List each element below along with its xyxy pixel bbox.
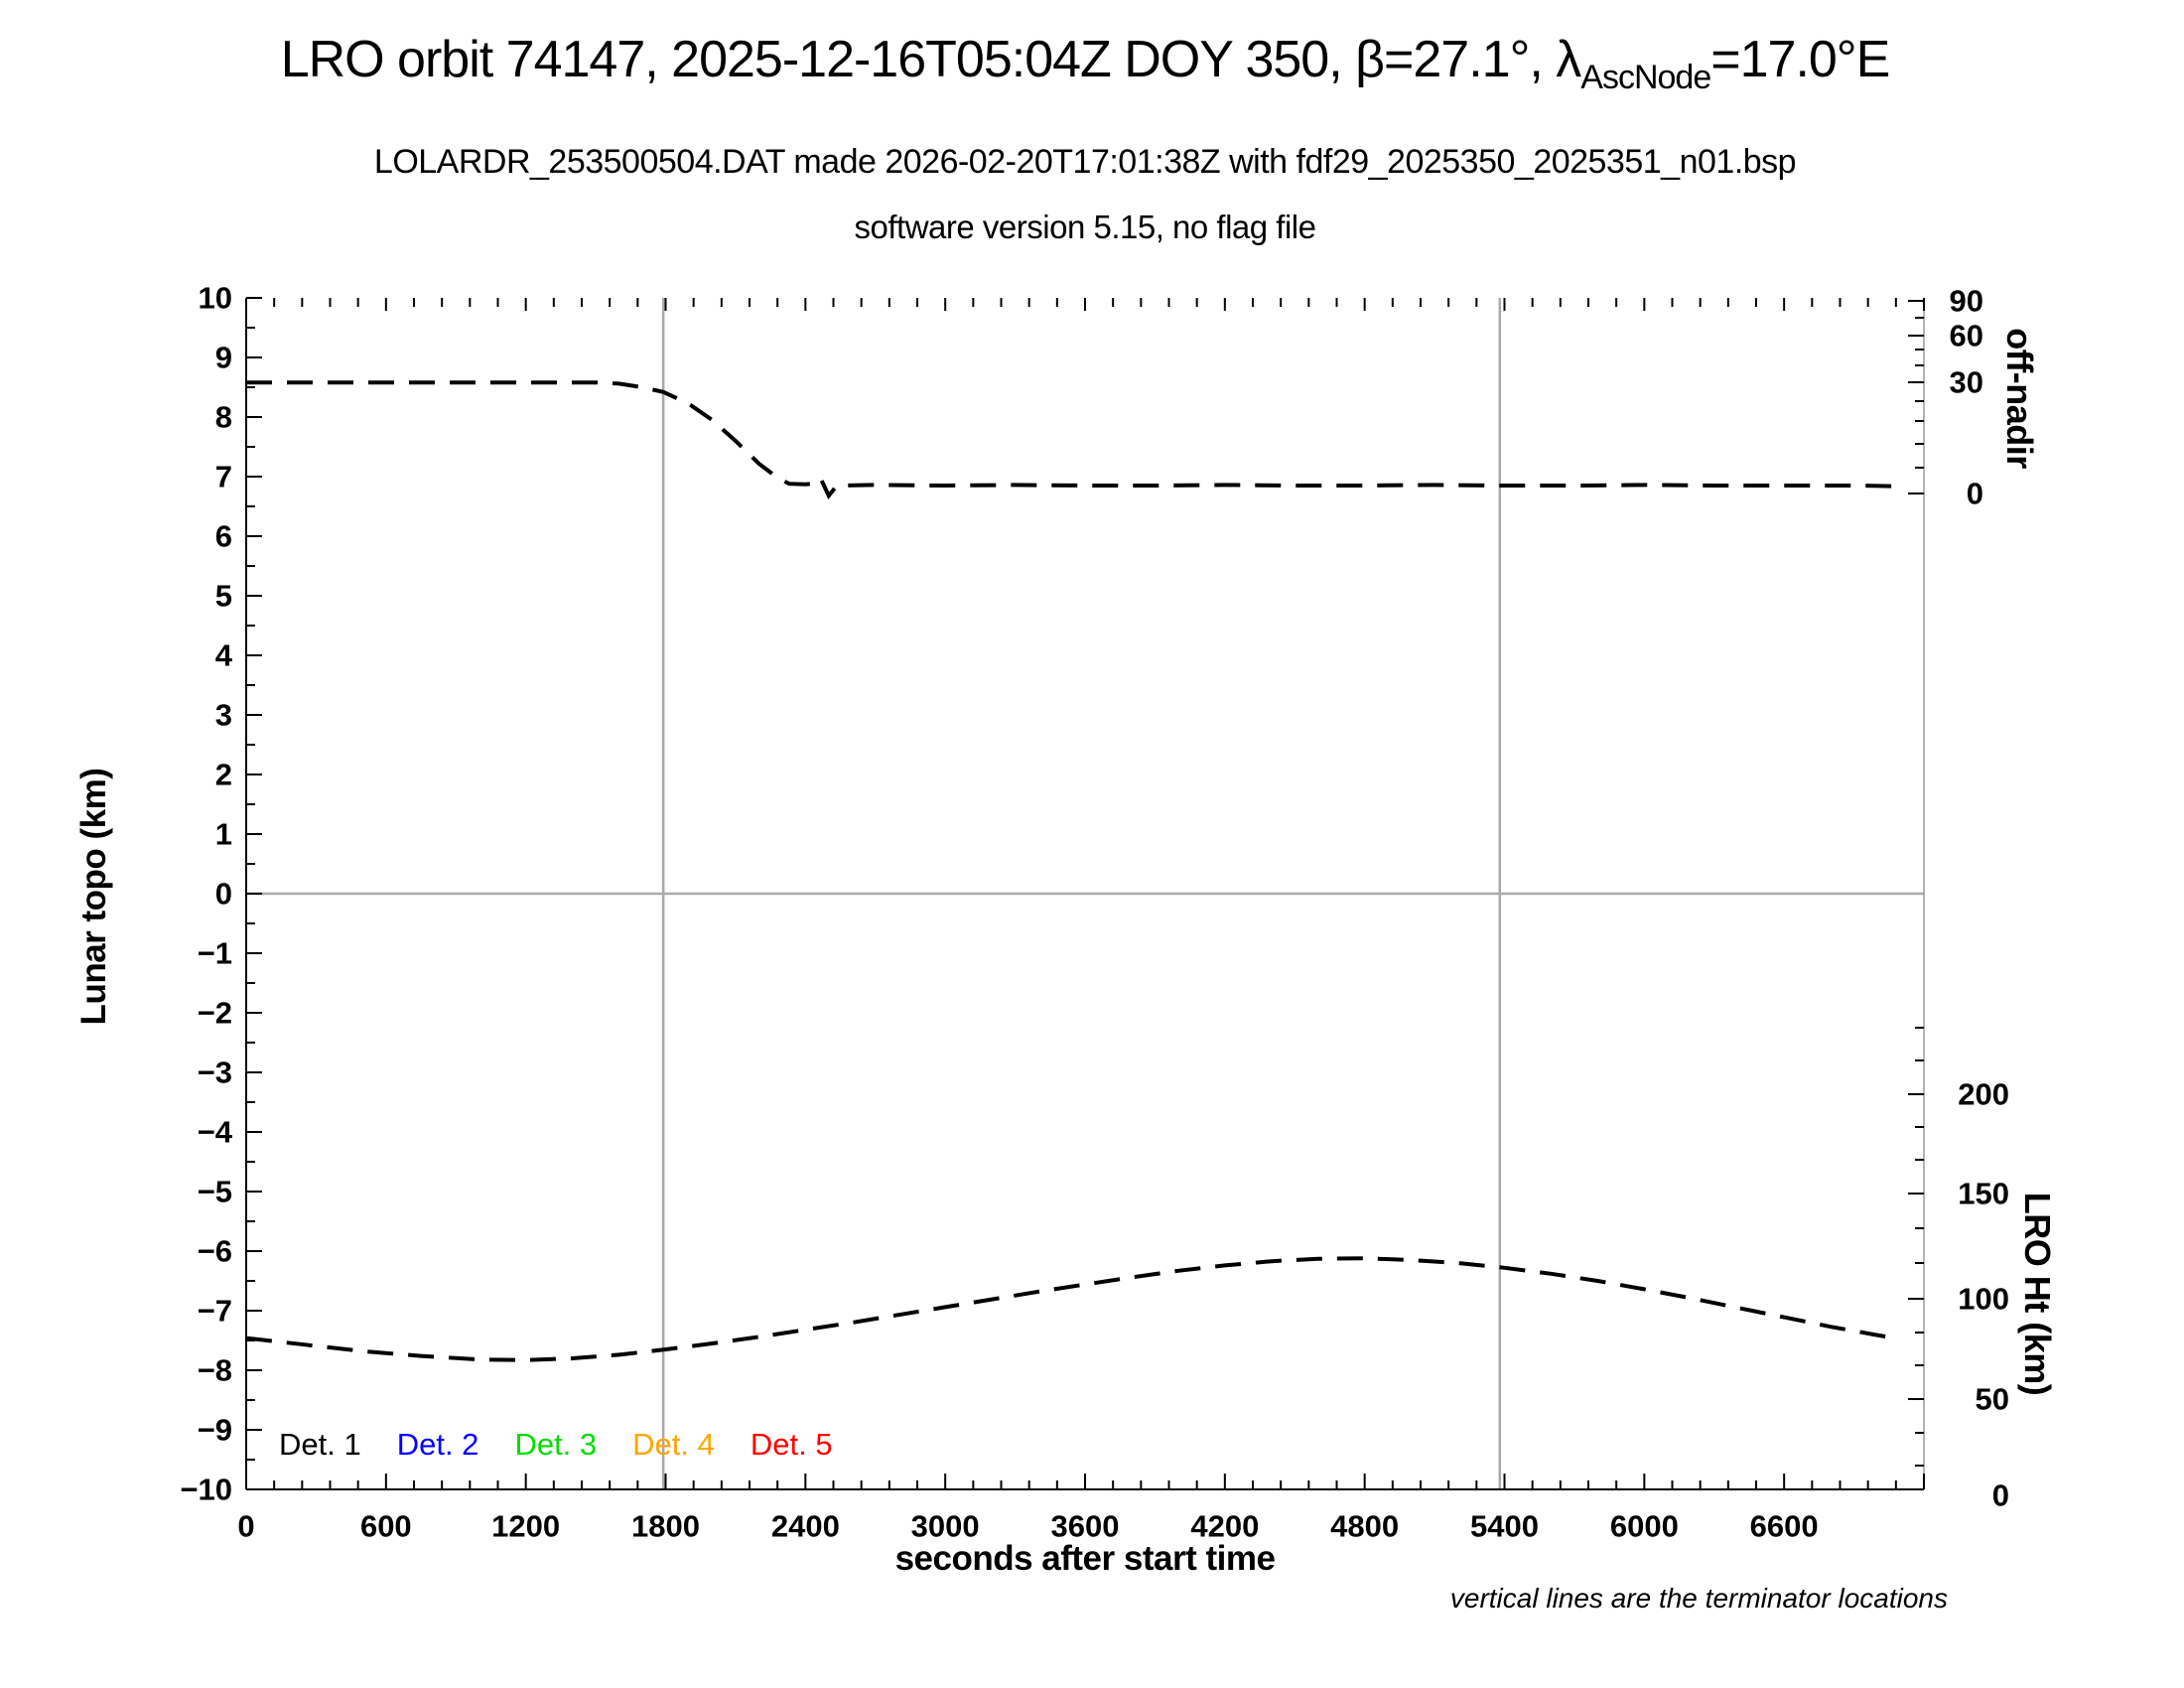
off-nadir-axis-title: off-nadir: [1999, 328, 2040, 469]
x-tick-label: 3000: [911, 1509, 980, 1544]
offnadir-tick-label: 60: [1950, 319, 1983, 353]
topo-tick-label: 1: [215, 817, 232, 852]
lro-height-axis-title: LRO Ht (km): [2017, 1192, 2058, 1396]
legend-entry: Det. 3: [514, 1427, 598, 1462]
x-tick-label: 1200: [491, 1509, 560, 1544]
page-title: LRO orbit 74147, 2025-12-16T05:04Z DOY 3…: [0, 30, 2170, 97]
x-tick-label: 6600: [1750, 1509, 1819, 1544]
x-tick-label: 4200: [1190, 1509, 1259, 1544]
lroht-tick-label: 100: [1958, 1282, 2009, 1317]
topo-tick-label: 5: [215, 579, 232, 614]
x-tick-label: 0: [237, 1509, 254, 1544]
topo-tick-label: −8: [198, 1353, 232, 1388]
terminator-note: vertical lines are the terminator locati…: [1449, 1583, 1948, 1614]
lroht-tick-label: 50: [1976, 1382, 2009, 1417]
topo-tick-label: −5: [198, 1175, 232, 1209]
offnadir-tick-label: 30: [1950, 365, 1983, 400]
topo-tick-label: 10: [199, 281, 232, 316]
detector-legend: Det. 1 Det. 2 Det. 3 Det. 4 Det. 5: [279, 1427, 833, 1463]
legend-entry: Det. 4: [632, 1427, 715, 1462]
software-version-line: software version 5.15, no flag file: [854, 209, 1316, 245]
topo-tick-label: 4: [215, 638, 233, 673]
title-text-pre: LRO orbit 74147, 2025-12-16T05:04Z DOY 3…: [280, 31, 1582, 88]
lroht-tick-label: 150: [1958, 1177, 2009, 1211]
offnadir-tick-label: 0: [1967, 477, 1983, 511]
x-tick-label: 4800: [1330, 1509, 1399, 1544]
title-text-post: =17.0°E: [1710, 31, 1890, 88]
topo-tick-label: 6: [215, 519, 232, 554]
x-tick-label: 6000: [1610, 1509, 1679, 1544]
legend-entry: Det. 5: [750, 1427, 833, 1462]
topo-tick-label: −2: [198, 996, 232, 1031]
x-axis-title: seconds after start time: [894, 1539, 1276, 1578]
legend-entry: Det. 1: [279, 1427, 361, 1462]
topo-tick-label: −10: [180, 1473, 232, 1507]
left-axis-title: Lunar topo (km): [74, 768, 113, 1026]
file-subtitle: LOLARDR_253500504.DAT made 2026-02-20T17…: [373, 143, 1797, 181]
topo-tick-label: 3: [215, 698, 232, 733]
topo-tick-label: 9: [215, 341, 232, 375]
topo-tick-label: −1: [198, 936, 232, 971]
lro-height-curve: [245, 1256, 1892, 1362]
topo-tick-label: −3: [198, 1055, 232, 1090]
topo-tick-label: −6: [198, 1234, 232, 1269]
topo-tick-label: 7: [215, 460, 232, 494]
offnadir-tick-label: 90: [1950, 284, 1983, 319]
lroht-tick-label: 0: [1992, 1478, 2009, 1513]
topo-tick-label: −7: [198, 1294, 232, 1329]
topo-tick-label: 0: [215, 877, 232, 912]
topo-tick-label: −4: [198, 1115, 233, 1150]
legend-entry: Det. 2: [396, 1427, 479, 1462]
x-tick-label: 3600: [1051, 1509, 1120, 1544]
x-tick-label: 5400: [1470, 1509, 1539, 1544]
topo-tick-label: 2: [215, 758, 232, 792]
x-tick-label: 600: [360, 1509, 412, 1544]
topo-tick-label: 8: [215, 400, 232, 435]
x-tick-label: 1800: [631, 1509, 700, 1544]
title-subscript: AscNode: [1580, 59, 1711, 96]
lroht-tick-label: 200: [1958, 1077, 2009, 1112]
x-tick-label: 2400: [771, 1509, 840, 1544]
off-nadir-curve: [246, 380, 1892, 499]
topo-tick-label: −9: [198, 1413, 232, 1448]
